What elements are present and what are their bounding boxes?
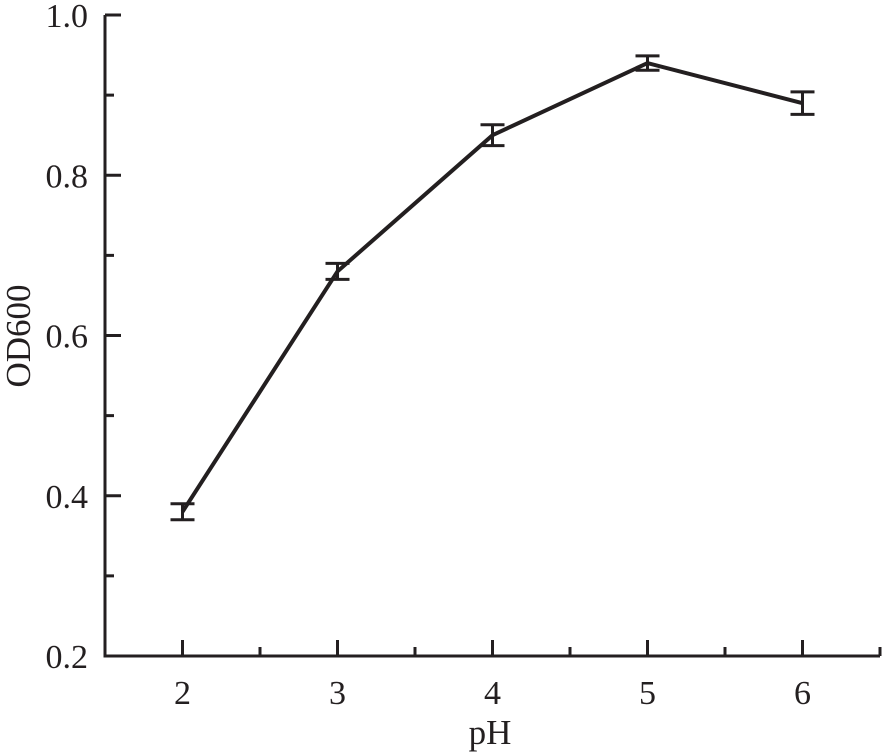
x-tick-label: 6	[794, 675, 811, 712]
x-axis-label: pH	[469, 713, 512, 752]
data-line	[180, 60, 804, 513]
x-tick-label: 4	[484, 675, 501, 712]
x-tick-label: 5	[639, 675, 656, 712]
y-tick-label: 0.2	[46, 639, 89, 676]
y-tick-label: 0.8	[46, 158, 89, 195]
plot-area: 2 3 4 5 6 0.2 0.4 0.6 0.8 1.0	[46, 0, 882, 712]
y-tick-label: 1.0	[46, 0, 89, 35]
x-tick-label: 2	[174, 675, 191, 712]
y-axis-label: OD600	[0, 284, 38, 387]
y-tick-label: 0.6	[46, 319, 89, 356]
x-tick-label: 3	[329, 675, 346, 712]
y-tick-label: 0.4	[46, 479, 89, 516]
